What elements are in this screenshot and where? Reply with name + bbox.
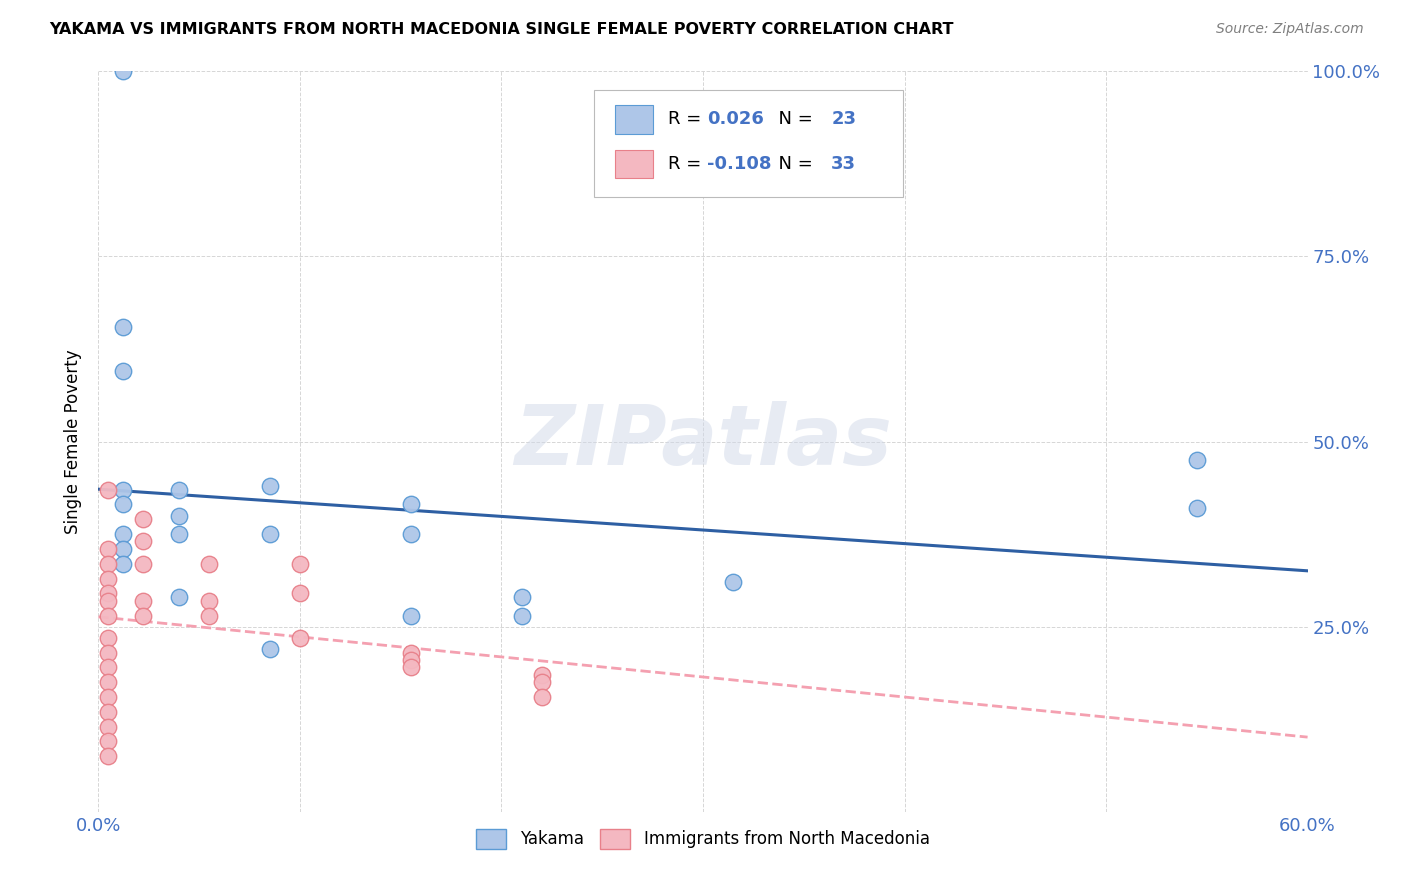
- Bar: [614, 105, 654, 134]
- Point: [111, 557, 134, 571]
- Point: [132, 512, 155, 526]
- Point: [530, 675, 553, 690]
- Legend: Yakama, Immigrants from North Macedonia: Yakama, Immigrants from North Macedonia: [470, 822, 936, 855]
- Point: [259, 641, 281, 656]
- Text: YAKAMA VS IMMIGRANTS FROM NORTH MACEDONIA SINGLE FEMALE POVERTY CORRELATION CHAR: YAKAMA VS IMMIGRANTS FROM NORTH MACEDONI…: [49, 22, 953, 37]
- Point: [97, 646, 120, 660]
- Text: Source: ZipAtlas.com: Source: ZipAtlas.com: [1216, 22, 1364, 37]
- Point: [399, 527, 422, 541]
- Text: -0.108: -0.108: [707, 155, 770, 173]
- Point: [132, 608, 155, 623]
- Point: [97, 734, 120, 748]
- Point: [97, 586, 120, 600]
- Point: [97, 572, 120, 586]
- Point: [399, 660, 422, 674]
- Text: N =: N =: [768, 155, 818, 173]
- FancyBboxPatch shape: [595, 90, 903, 197]
- Point: [510, 608, 533, 623]
- Point: [288, 557, 311, 571]
- Point: [97, 690, 120, 704]
- Y-axis label: Single Female Poverty: Single Female Poverty: [65, 350, 83, 533]
- Point: [97, 675, 120, 690]
- Point: [167, 527, 190, 541]
- Point: [198, 593, 221, 607]
- Text: R =: R =: [668, 155, 707, 173]
- Point: [111, 498, 134, 512]
- Point: [97, 557, 120, 571]
- Point: [1185, 501, 1208, 516]
- Bar: [614, 150, 654, 178]
- Point: [530, 690, 553, 704]
- Point: [259, 479, 281, 493]
- Point: [111, 483, 134, 497]
- Point: [288, 586, 311, 600]
- Point: [111, 541, 134, 556]
- Point: [288, 631, 311, 645]
- Point: [132, 593, 155, 607]
- Point: [198, 557, 221, 571]
- Text: R =: R =: [668, 111, 707, 128]
- Point: [198, 608, 221, 623]
- Point: [97, 631, 120, 645]
- Point: [97, 541, 120, 556]
- Point: [399, 646, 422, 660]
- Point: [97, 720, 120, 734]
- Point: [97, 608, 120, 623]
- Point: [1185, 453, 1208, 467]
- Point: [399, 653, 422, 667]
- Text: 23: 23: [831, 111, 856, 128]
- Point: [530, 667, 553, 681]
- Point: [111, 364, 134, 378]
- Point: [132, 534, 155, 549]
- Point: [399, 608, 422, 623]
- Point: [111, 319, 134, 334]
- Point: [259, 527, 281, 541]
- Point: [167, 590, 190, 604]
- Point: [97, 483, 120, 497]
- Point: [111, 527, 134, 541]
- Point: [132, 557, 155, 571]
- Point: [97, 705, 120, 719]
- Point: [399, 498, 422, 512]
- Point: [510, 590, 533, 604]
- Text: ZIPatlas: ZIPatlas: [515, 401, 891, 482]
- Point: [97, 660, 120, 674]
- Point: [167, 508, 190, 523]
- Point: [723, 575, 745, 590]
- Text: N =: N =: [768, 111, 818, 128]
- Point: [167, 483, 190, 497]
- Point: [111, 64, 134, 78]
- Text: 0.026: 0.026: [707, 111, 763, 128]
- Point: [97, 593, 120, 607]
- Point: [97, 749, 120, 764]
- Text: 33: 33: [831, 155, 856, 173]
